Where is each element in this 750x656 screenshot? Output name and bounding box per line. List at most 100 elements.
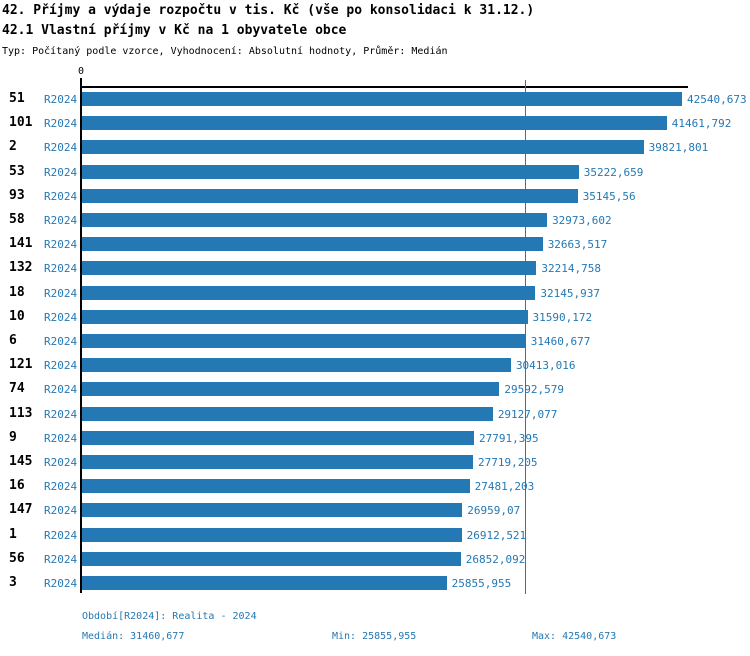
bar-value-label: 32145,937 [540, 286, 600, 300]
bar-value-label: 27791,395 [478, 431, 539, 445]
row-series-label: R2024 [44, 383, 78, 397]
row-series-label: R2024 [44, 310, 78, 324]
bar-value-label: 35145,56 [582, 189, 636, 203]
bar-row: 113 R2024 29127,077 [0, 405, 750, 421]
stat-min: Min: 25855,955 [332, 631, 417, 642]
row-rank-label: 1 [9, 526, 17, 542]
row-series-label: R2024 [44, 552, 78, 566]
row-series-label: R2024 [44, 528, 78, 542]
bar-row: 53 R2024 35222,659 [0, 163, 750, 179]
bar [82, 455, 473, 469]
bar-value-label: 26959,07 [467, 504, 521, 518]
row-rank-label: 3 [9, 575, 17, 590]
bar [82, 116, 667, 131]
row-rank-label: 51 [9, 91, 25, 106]
x-axis-zero-tick-label: 0 [77, 66, 85, 77]
bar-row: 6 R2024 31460,677 [0, 334, 750, 348]
row-series-label: R2024 [44, 141, 78, 155]
row-rank-label: 56 [9, 550, 25, 566]
row-rank-label: 58 [9, 212, 25, 227]
row-series-label: R2024 [44, 165, 78, 179]
bar-value-label: 31590,172 [532, 310, 593, 324]
bar-value-label: 32973,602 [552, 214, 612, 227]
bar-value-label: 26852,092 [465, 552, 526, 566]
stat-max: Max: 42540,673 [532, 631, 617, 642]
row-series-label: R2024 [44, 117, 78, 131]
row-rank-label: 74 [9, 381, 25, 397]
row-series-label: R2024 [44, 214, 78, 227]
row-rank-label: 113 [9, 405, 33, 421]
bar [82, 551, 461, 566]
bar [82, 261, 537, 276]
bar-value-label: 30413,016 [515, 359, 576, 373]
row-series-label: R2024 [44, 480, 78, 494]
bar-row: 101 R2024 41461,792 [0, 115, 750, 131]
bar [82, 430, 474, 445]
bar [82, 92, 682, 106]
row-series-label: R2024 [44, 286, 78, 300]
bar-row: 93 R2024 35145,56 [0, 187, 750, 203]
bar [82, 406, 493, 421]
bar-row: 10 R2024 31590,172 [0, 308, 750, 324]
row-rank-label: 6 [9, 333, 17, 348]
bar-row: 18 R2024 32145,937 [0, 285, 750, 300]
row-rank-label: 141 [9, 236, 33, 252]
row-rank-label: 132 [9, 260, 33, 276]
row-rank-label: 16 [9, 478, 25, 494]
row-rank-label: 10 [9, 308, 25, 324]
chart-title: 42. Příjmy a výdaje rozpočtu v tis. Kč (… [2, 3, 535, 18]
bar-row: 3 R2024 25855,955 [0, 576, 750, 590]
bar [82, 285, 536, 300]
bar-value-label: 32663,517 [547, 238, 608, 252]
row-series-label: R2024 [44, 456, 78, 469]
bar [82, 334, 526, 348]
bar-row: 2 R2024 39821,801 [0, 139, 750, 155]
bar-value-label: 27719,205 [477, 456, 538, 469]
chart-meta-line: Typ: Počítaný podle vzorce, Vyhodnocení:… [2, 46, 448, 57]
row-rank-label: 101 [9, 115, 33, 131]
row-rank-label: 147 [9, 502, 33, 518]
bar [82, 479, 470, 494]
row-series-label: R2024 [44, 262, 78, 276]
row-series-label: R2024 [44, 189, 78, 203]
row-rank-label: 2 [9, 139, 17, 155]
row-rank-label: 93 [9, 187, 25, 203]
bar-value-label: 35222,659 [583, 165, 644, 179]
row-rank-label: 53 [9, 163, 25, 179]
bar-row: 56 R2024 26852,092 [0, 550, 750, 566]
bar-row: 145 R2024 27719,205 [0, 455, 750, 469]
bar-row: 51 R2024 42540,673 [0, 92, 750, 106]
bar-row: 141 R2024 32663,517 [0, 236, 750, 252]
bar [82, 576, 447, 590]
bar-row: 132 R2024 32214,758 [0, 260, 750, 276]
row-series-label: R2024 [44, 431, 78, 445]
bar-value-label: 25855,955 [451, 577, 512, 590]
row-series-label: R2024 [44, 504, 78, 518]
bar-row: 1 R2024 26912,521 [0, 526, 750, 542]
bar [82, 237, 543, 252]
chart-subtitle: 42.1 Vlastní příjmy v Kč na 1 obyvatele … [2, 23, 347, 38]
bar [82, 358, 511, 373]
bar [82, 213, 548, 227]
bar-value-label: 27481,203 [474, 480, 535, 494]
row-series-label: R2024 [44, 335, 78, 348]
row-series-label: R2024 [44, 407, 78, 421]
row-series-label: R2024 [44, 238, 78, 252]
row-series-label: R2024 [44, 93, 78, 106]
bar-value-label: 26912,521 [466, 528, 527, 542]
y-axis-line [80, 78, 82, 593]
bar-row: 121 R2024 30413,016 [0, 358, 750, 373]
bar [82, 164, 579, 179]
bar-value-label: 29127,077 [497, 407, 558, 421]
stat-median: Medián: 31460,677 [82, 631, 185, 642]
bar [82, 503, 463, 518]
row-rank-label: 145 [9, 454, 33, 469]
bar-value-label: 31460,677 [530, 335, 591, 348]
bar-row: 9 R2024 27791,395 [0, 430, 750, 445]
bar-value-label: 29592,579 [504, 383, 564, 397]
bar [82, 382, 500, 397]
row-series-label: R2024 [44, 359, 78, 373]
row-series-label: R2024 [44, 577, 78, 590]
